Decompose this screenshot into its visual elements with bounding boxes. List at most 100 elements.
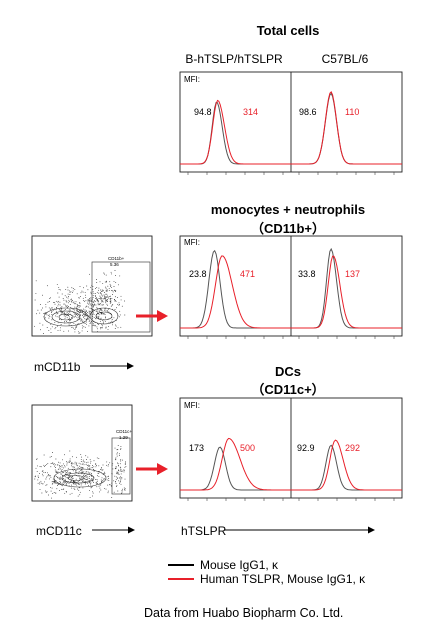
event-dot <box>88 301 90 303</box>
mfi-label: MFI: <box>184 401 200 410</box>
event-dot <box>119 470 121 472</box>
event-dot <box>57 329 59 331</box>
event-dot <box>83 300 85 302</box>
event-dot <box>36 458 38 460</box>
event-dot <box>36 465 38 467</box>
event-dot <box>81 321 83 323</box>
event-dot <box>81 309 83 311</box>
event-dot <box>103 487 105 489</box>
event-dot <box>104 298 106 300</box>
event-dot <box>107 311 109 313</box>
event-dot <box>48 474 50 476</box>
event-dot <box>52 493 54 495</box>
event-dot <box>110 298 112 300</box>
event-dot <box>120 448 122 450</box>
event-dot <box>107 463 109 465</box>
event-dot <box>100 304 102 306</box>
event-dot <box>54 301 55 303</box>
event-dot <box>104 273 105 275</box>
event-dot <box>121 305 123 307</box>
event-dot <box>97 301 99 303</box>
event-dot <box>116 471 118 473</box>
event-dot <box>61 485 63 487</box>
event-dot <box>61 308 63 310</box>
event-dot <box>97 309 99 311</box>
event-dot <box>52 452 53 453</box>
event-dot <box>52 481 54 482</box>
event-dot <box>120 470 122 472</box>
event-dot <box>89 472 91 474</box>
event-dot <box>57 464 59 466</box>
event-dot <box>96 291 98 293</box>
event-dot <box>87 331 88 333</box>
event-dot <box>117 462 118 464</box>
stain-histogram-curve <box>180 99 291 165</box>
event-dot <box>93 466 95 468</box>
event-dot <box>84 323 86 324</box>
event-dot <box>62 472 64 474</box>
event-dot <box>124 469 125 471</box>
event-dot <box>56 307 57 308</box>
event-dot <box>68 474 70 476</box>
event-dot <box>88 302 90 304</box>
event-dot <box>83 287 85 289</box>
event-dot <box>98 298 100 299</box>
event-dot <box>92 309 94 311</box>
event-dot <box>115 291 116 292</box>
event-dot <box>46 476 47 478</box>
event-dot <box>65 306 67 308</box>
arrow-head <box>157 463 168 475</box>
event-dot <box>112 468 114 470</box>
event-dot <box>108 480 110 482</box>
event-dot <box>113 280 115 282</box>
event-dot <box>59 304 61 306</box>
event-dot <box>46 285 48 287</box>
mfi-label: MFI: <box>184 75 200 84</box>
event-dot <box>93 324 95 326</box>
event-dot <box>53 463 55 465</box>
event-dot <box>85 321 87 323</box>
event-dot <box>35 467 37 469</box>
event-dot <box>81 290 83 292</box>
event-dot <box>66 464 68 466</box>
event-dot <box>64 473 66 475</box>
event-dot <box>38 477 40 478</box>
event-dot <box>90 310 91 312</box>
event-dot <box>105 302 107 304</box>
event-dot <box>89 489 90 491</box>
event-dot <box>63 467 64 469</box>
event-dot <box>98 465 100 467</box>
event-dot <box>101 469 103 471</box>
event-dot <box>100 468 102 470</box>
event-dot <box>78 313 80 315</box>
histogram-row-total <box>179 71 403 173</box>
event-dot <box>99 320 101 322</box>
event-dot <box>76 456 78 458</box>
event-dot <box>64 478 66 480</box>
event-dot <box>75 314 77 316</box>
event-dot <box>71 484 72 486</box>
event-dot <box>84 294 86 296</box>
event-dot <box>62 459 64 461</box>
event-dot <box>48 494 50 496</box>
event-dot <box>69 461 71 463</box>
event-dot <box>60 472 62 474</box>
event-dot <box>100 489 102 491</box>
event-dot <box>82 475 84 477</box>
legend: Mouse IgG1, κ Human TSLPR, Mouse IgG1, κ <box>168 558 366 586</box>
event-dot <box>83 308 84 310</box>
event-dot <box>88 479 90 481</box>
event-dot <box>55 458 57 460</box>
section-subtitle-dcs: （CD11c+） <box>251 382 324 397</box>
event-dot <box>92 291 94 293</box>
event-dot <box>100 484 102 486</box>
event-dot <box>124 300 126 302</box>
axis-label-htslpr: hTSLPR <box>181 524 227 538</box>
event-dot <box>50 308 52 310</box>
event-dot <box>95 298 97 299</box>
event-dot <box>99 484 101 486</box>
event-dot <box>68 309 70 311</box>
axis-label-mcd11c: mCD11c <box>36 524 82 538</box>
event-dot <box>71 487 73 489</box>
event-dot <box>81 318 83 320</box>
